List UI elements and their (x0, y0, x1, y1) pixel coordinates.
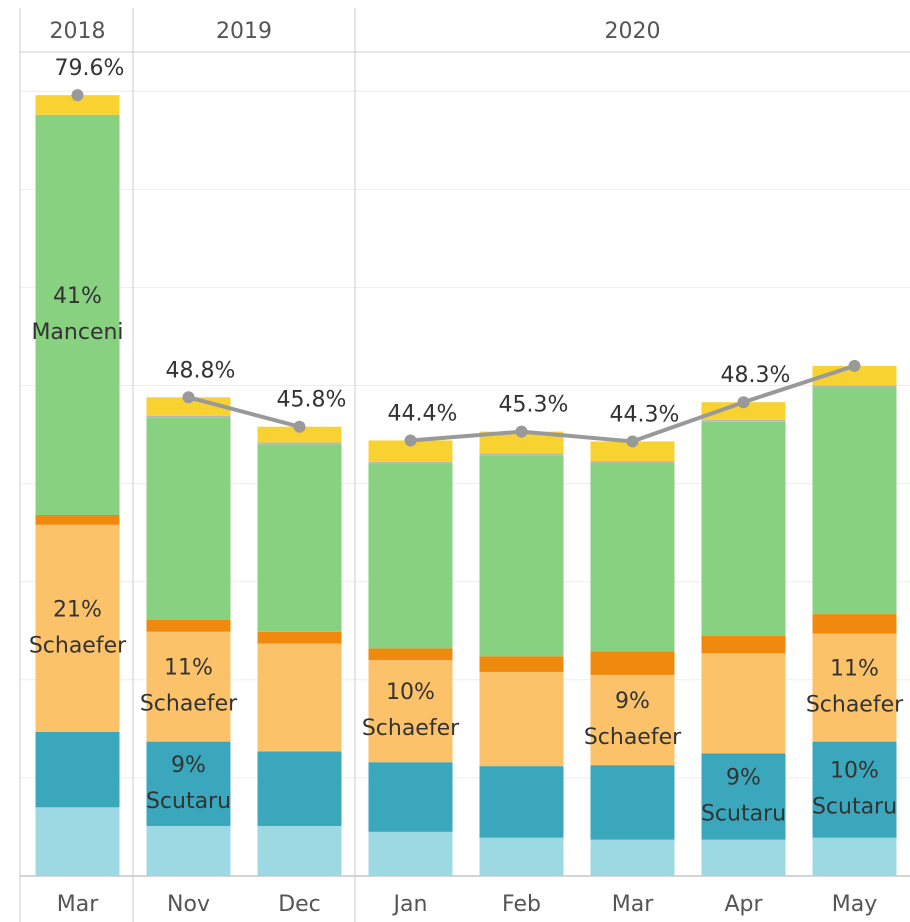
line-value-label: 45.8% (277, 388, 347, 413)
year-label: 2019 (216, 19, 272, 44)
line-series (187, 395, 301, 429)
bar-segment (35, 524, 120, 732)
bar-segment (812, 385, 897, 388)
bar-segment (257, 751, 342, 826)
segment-name-label: Schaefer (140, 692, 238, 717)
bar-segment (812, 837, 897, 876)
line-value-label: 48.3% (721, 363, 791, 388)
line-point (404, 434, 417, 447)
bar-segment (479, 431, 564, 454)
segment-name-label: Scutaru (146, 789, 231, 814)
month-label: Mar (57, 892, 99, 917)
segment-name-label: Scutaru (701, 802, 786, 827)
month-label: Jan (392, 892, 428, 917)
month-label: Dec (278, 892, 321, 917)
line-value-label: 48.8% (166, 358, 236, 383)
bar-segment (812, 387, 897, 615)
year-label: 2020 (605, 19, 661, 44)
bar-segment (368, 648, 453, 661)
bar-segment (257, 426, 342, 443)
bar-segment (812, 741, 897, 838)
segment-value-label: 11% (830, 657, 879, 682)
bar-segment (590, 839, 675, 876)
bar-segment (701, 753, 786, 840)
bar-segment (368, 762, 453, 832)
month-label: May (832, 892, 877, 917)
bar-segment (35, 515, 120, 525)
bar-segment (590, 441, 675, 462)
bar-segment (590, 463, 675, 652)
bar-segment (257, 442, 342, 445)
year-label: 2018 (50, 19, 106, 44)
bar-segment (368, 440, 453, 463)
line-point (515, 425, 528, 438)
segment-value-label: 10% (386, 680, 435, 705)
bar-segment (35, 95, 120, 115)
month-label: Feb (502, 892, 541, 917)
segment-value-label: 11% (164, 656, 213, 681)
line-point (182, 391, 195, 404)
bar-segment (368, 831, 453, 876)
bar-segment (479, 656, 564, 672)
segment-name-label: Schaefer (806, 693, 904, 718)
bar-segment (812, 633, 897, 742)
line-point (848, 359, 861, 372)
bar-segment (146, 631, 231, 742)
bar-segment (479, 453, 564, 456)
bar-segment (368, 462, 453, 464)
bar-segment (146, 415, 231, 418)
bar-segment (701, 635, 786, 654)
segment-value-label: 9% (615, 689, 650, 714)
bar-segment (35, 807, 120, 876)
bar-segment (368, 660, 453, 763)
bar-segment (590, 765, 675, 840)
segment-value-label: 21% (53, 597, 102, 622)
line-point (626, 435, 639, 448)
bar-segment (701, 402, 786, 420)
bar-segment (701, 421, 786, 636)
bar-segment (146, 417, 231, 620)
bar-segment (479, 455, 564, 657)
segment-value-label: 9% (171, 753, 206, 778)
bar-segment (701, 653, 786, 754)
bar-segment (146, 825, 231, 876)
segment-name-label: Manceni (31, 320, 123, 345)
segment-name-label: Schaefer (362, 716, 460, 741)
bar-segment (257, 631, 342, 644)
segment-value-label: 41% (53, 284, 102, 309)
line-value-label: 44.4% (388, 401, 458, 426)
month-label: Apr (724, 892, 763, 917)
line-value-label: 45.3% (499, 393, 569, 418)
line-point (71, 89, 84, 102)
bar-segment (257, 825, 342, 876)
bar-segment (146, 619, 231, 632)
bar-segment (35, 731, 120, 808)
bar-segment (146, 741, 231, 826)
line-point (737, 396, 750, 409)
segment-name-label: Schaefer (584, 725, 682, 750)
line-value-label: 44.3% (610, 402, 680, 427)
bar-segment (590, 461, 675, 464)
bar-segment (479, 671, 564, 767)
bar-segment (35, 114, 120, 516)
bar-segment (479, 837, 564, 876)
month-label: Nov (167, 892, 210, 917)
bar-segment (590, 651, 675, 675)
bar-segment (479, 766, 564, 838)
segment-name-label: Schaefer (29, 633, 127, 658)
bar-segment (812, 614, 897, 634)
bar-segment (257, 643, 342, 752)
segment-value-label: 9% (726, 766, 761, 791)
bar-segment (368, 464, 453, 649)
bar-segment (701, 419, 786, 422)
bar-segment (590, 674, 675, 766)
segment-name-label: Scutaru (812, 795, 897, 820)
month-label: Mar (612, 892, 654, 917)
bar-segment (701, 839, 786, 876)
line-value-label: 79.6% (55, 56, 125, 81)
bar-segment (257, 444, 342, 632)
segment-value-label: 10% (830, 759, 879, 784)
line-point (293, 420, 306, 433)
